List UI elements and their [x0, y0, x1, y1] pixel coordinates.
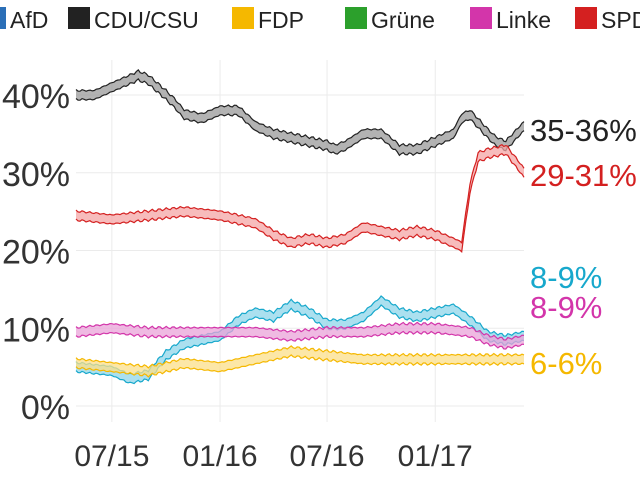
series-fdp	[75, 345, 525, 378]
end-label-linke: 8-9%	[530, 290, 602, 325]
band-upper-line	[75, 69, 525, 148]
end-labels: 35-36% 29-31% 8-9%8-9% 6-6%	[530, 113, 637, 381]
band-upper-line	[75, 345, 525, 369]
legend-swatch	[0, 7, 6, 29]
series-linke	[75, 321, 525, 350]
legend-item-cdu-csu: CDU/CSU	[68, 7, 199, 33]
x-tick-label: 07/15	[74, 440, 149, 473]
x-tick-label: 01/16	[183, 440, 258, 473]
legend-swatch	[470, 7, 492, 29]
y-axis: 0% 10% 20% 30% 40%	[2, 78, 70, 427]
end-label-fdp: 6-6%	[530, 346, 602, 381]
legend-swatch	[575, 7, 597, 29]
legend-item-afd: AfD	[0, 7, 48, 33]
end-label-cdu-csu: 35-36%	[530, 113, 637, 148]
confidence-band	[76, 345, 524, 377]
series-cdu-csu	[75, 69, 525, 157]
end-label-grüne: 8-9%	[530, 260, 602, 295]
x-axis: 07/15 01/16 07/16 01/17	[74, 440, 472, 473]
band-upper-line	[75, 143, 525, 245]
band-upper-line	[75, 321, 525, 341]
legend-swatch	[68, 7, 90, 29]
legend-label: Linke	[496, 7, 551, 33]
confidence-band	[76, 144, 524, 252]
confidence-band	[76, 322, 524, 349]
band-lower-line	[75, 354, 525, 378]
x-tick-label: 01/17	[398, 440, 473, 473]
legend-item-fdp: FDP	[232, 7, 304, 33]
legend-item-linke: Linke	[470, 7, 551, 33]
confidence-band	[76, 296, 524, 384]
band-lower-line	[75, 78, 525, 157]
legend-item-spd: SPD	[575, 7, 640, 33]
y-tick-label: 0%	[21, 389, 70, 427]
series-group	[75, 69, 525, 385]
legend-label: CDU/CSU	[94, 7, 199, 33]
band-lower-line	[75, 330, 525, 350]
band-lower-line	[75, 304, 525, 385]
legend-label: FDP	[258, 7, 304, 33]
series-spd	[75, 143, 525, 254]
y-tick-label: 30%	[2, 156, 70, 194]
band-lower-line	[75, 152, 525, 254]
confidence-band	[76, 69, 524, 156]
y-tick-label: 10%	[2, 311, 70, 349]
legend: AfD CDU/CSU FDP Grüne Linke SPD	[0, 7, 640, 33]
legend-swatch	[232, 7, 254, 29]
end-label-spd: 29-31%	[530, 158, 637, 193]
y-tick-label: 20%	[2, 234, 70, 272]
legend-label: AfD	[10, 7, 48, 33]
y-tick-label: 40%	[2, 78, 70, 116]
legend-label: SPD	[601, 7, 640, 33]
x-tick-label: 07/16	[290, 440, 365, 473]
legend-swatch	[345, 7, 367, 29]
legend-item-grüne: Grüne	[345, 7, 435, 33]
legend-label: Grüne	[371, 7, 435, 33]
